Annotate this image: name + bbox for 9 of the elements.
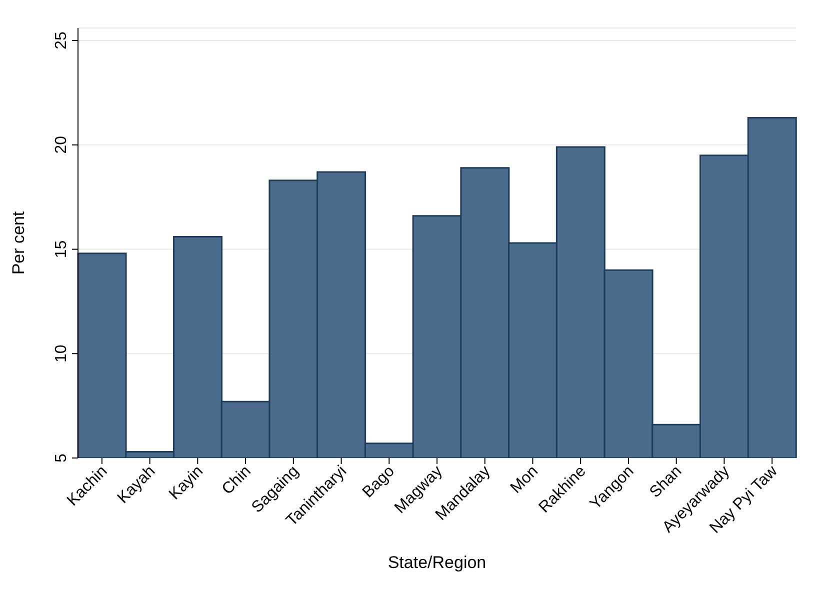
- y-tick-label: 5: [53, 453, 70, 462]
- x-axis-title: State/Region: [388, 553, 486, 572]
- y-tick-label: 20: [53, 136, 70, 154]
- y-tick-label: 25: [53, 32, 70, 50]
- y-tick-label: 15: [53, 240, 70, 258]
- y-axis-title: Per cent: [9, 211, 28, 275]
- x-tick-label: Mon: [508, 462, 542, 497]
- y-tick-label: 10: [53, 344, 70, 363]
- x-tick-label: Chin: [219, 462, 254, 498]
